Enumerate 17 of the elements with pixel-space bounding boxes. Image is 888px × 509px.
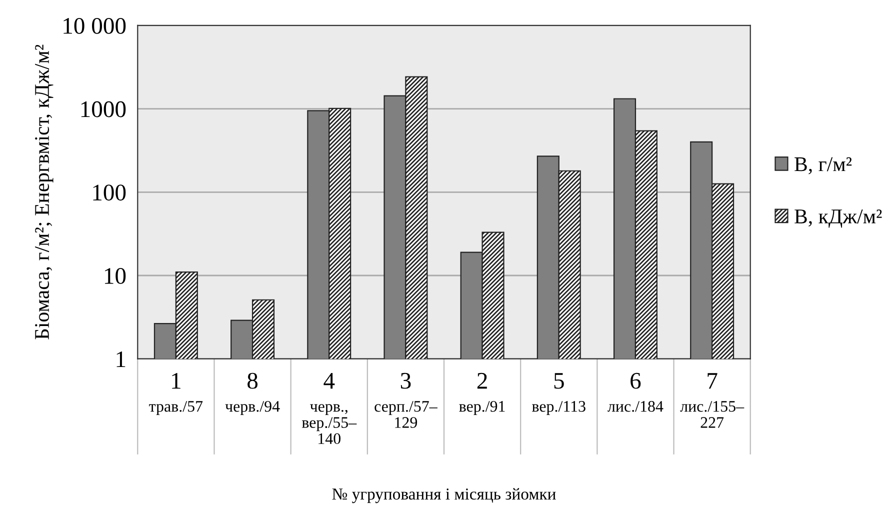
- y-tick-label: 1: [116, 351, 126, 368]
- x-tick-label: 5 вер./113: [532, 373, 586, 416]
- y-tick-label: 10: [104, 268, 126, 284]
- x-tick-label: 2 вер./91: [459, 372, 505, 416]
- x-axis-title: № угруповання і місяць зйомки: [332, 488, 556, 504]
- legend-label: B, г/м²: [794, 157, 852, 174]
- legend-label: B, кДж/м²: [794, 210, 882, 228]
- x-tick-label: 1 трав./57: [149, 372, 203, 416]
- y-tick-label: 10 000: [64, 18, 126, 34]
- x-tick-label: 4 черв., вер./55– 140: [302, 373, 357, 444]
- x-tick-label: 8 черв./94: [225, 372, 280, 416]
- y-tick-label: 100: [93, 184, 126, 201]
- y-tick-label: 1000: [81, 101, 126, 118]
- x-tick-label: 6 лис./184: [608, 372, 664, 412]
- x-tick-label: 7 лис./155– 227: [680, 373, 744, 428]
- x-tick-label: 3 серп./57– 129: [374, 372, 438, 428]
- y-axis-title: Біомаса, г/м²; Енергвміст, кДж/м²: [35, 44, 54, 340]
